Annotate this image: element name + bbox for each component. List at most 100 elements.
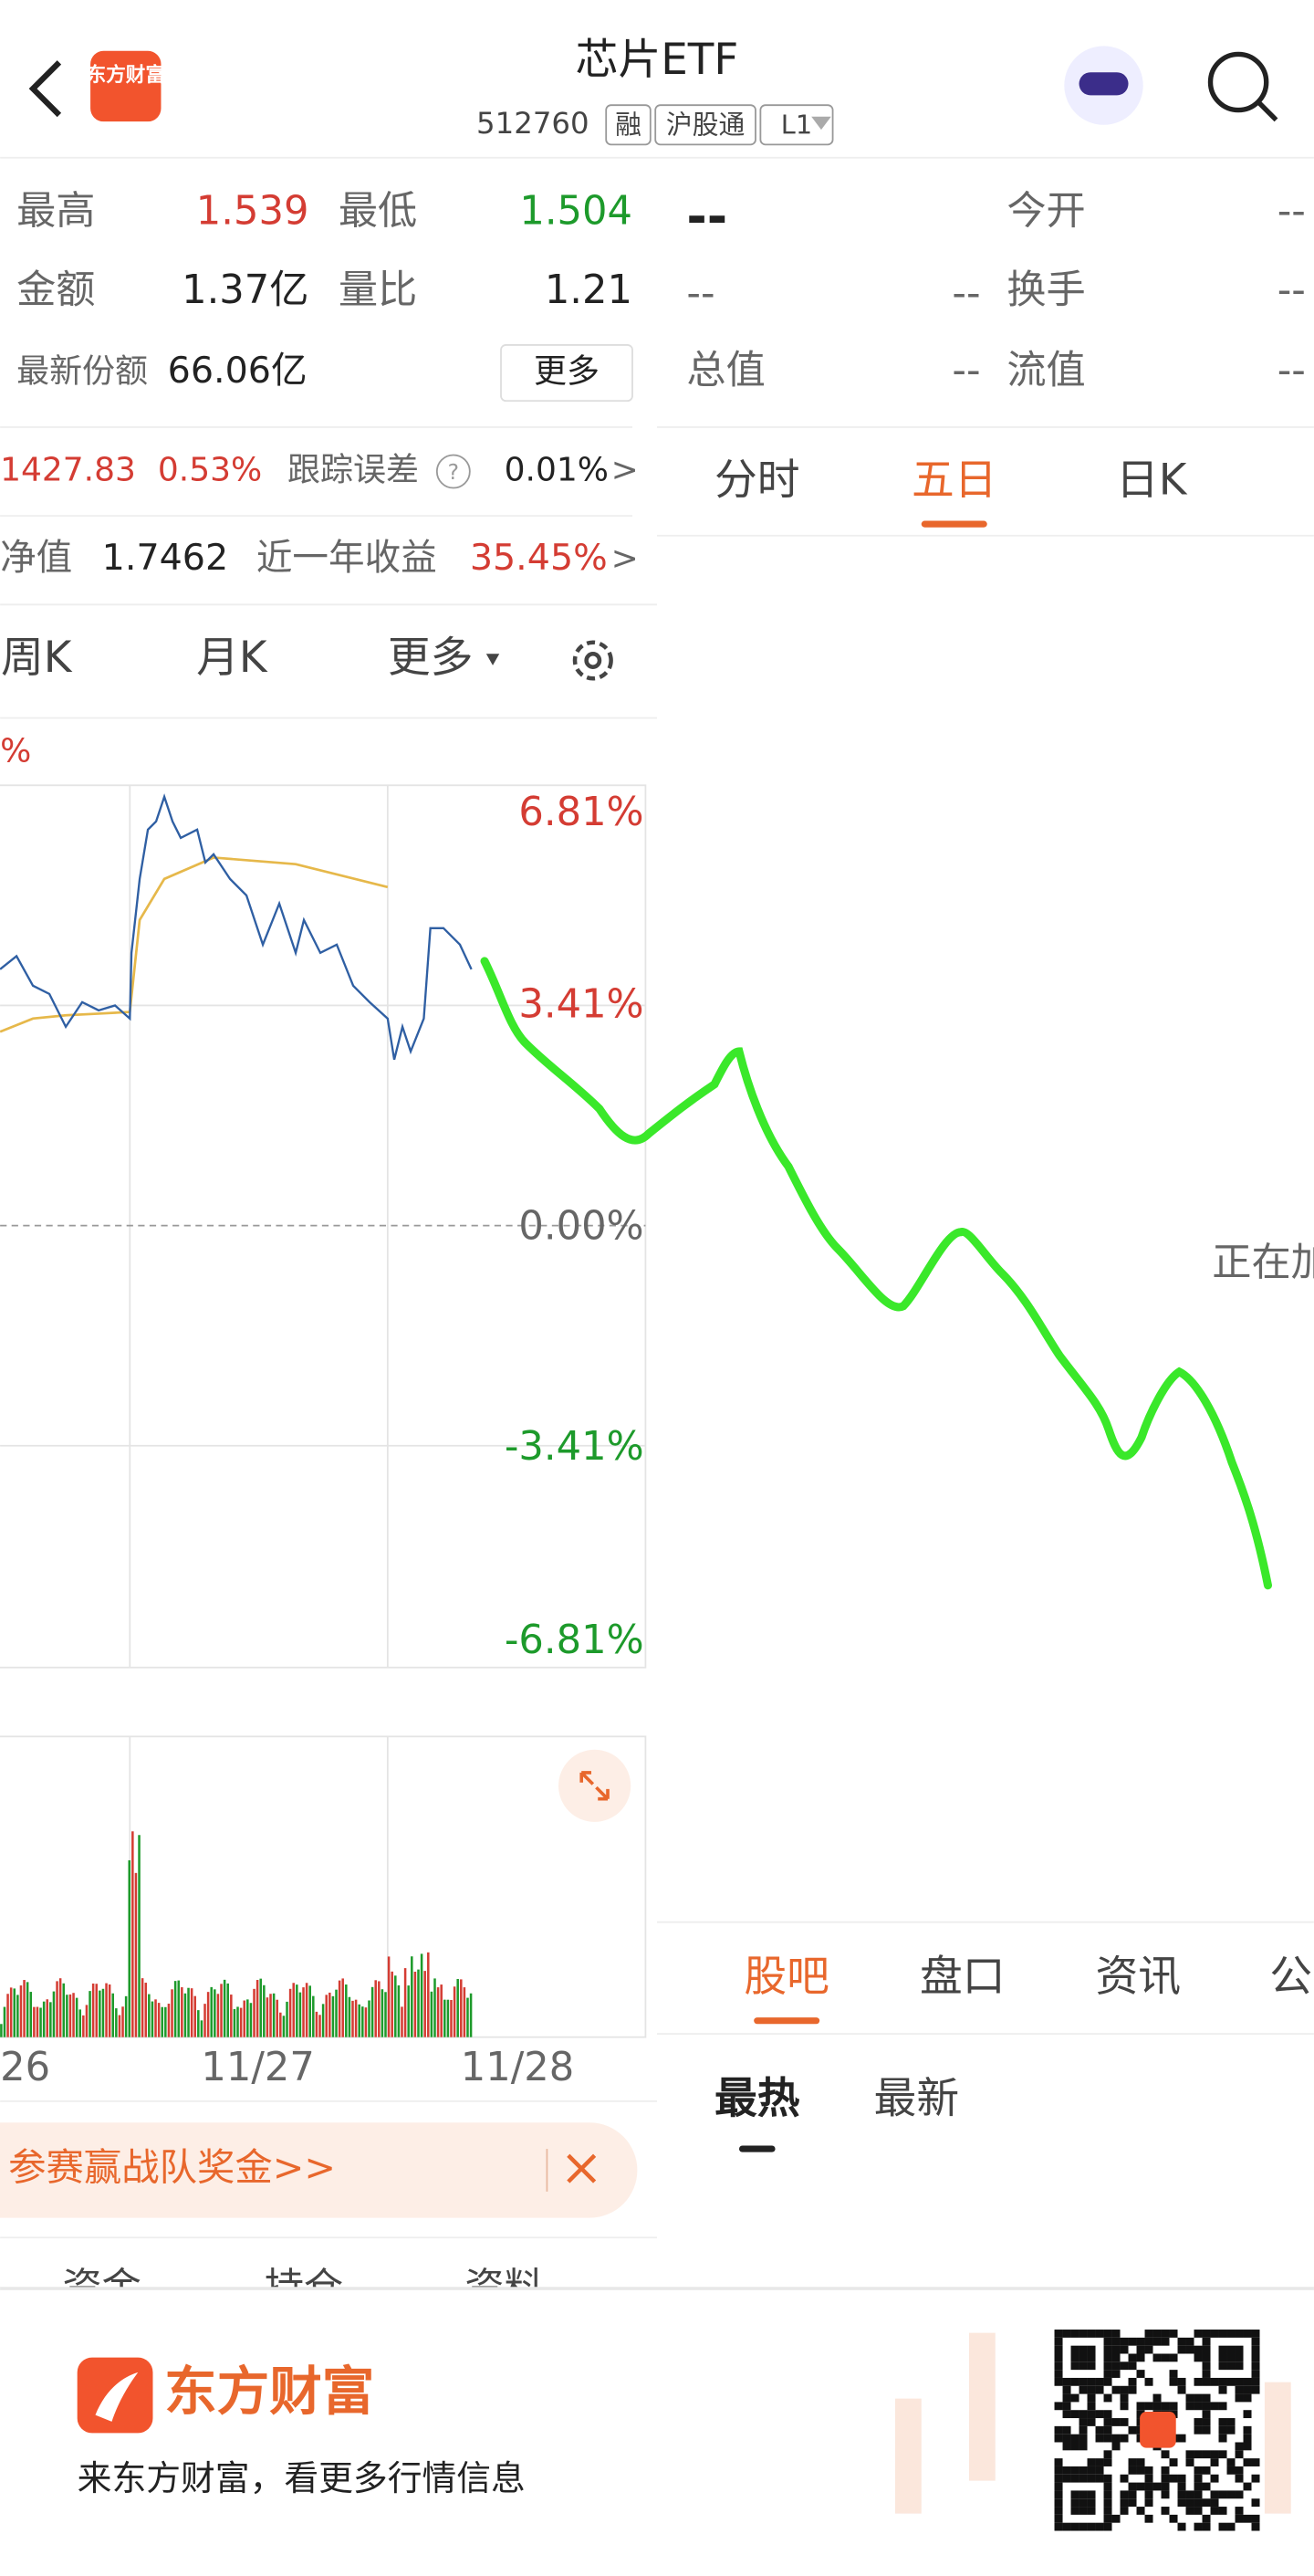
volume-bar <box>368 2000 370 2037</box>
qr-cell <box>1103 2482 1112 2491</box>
volume-bar <box>118 2015 121 2037</box>
qr-cell <box>1095 2385 1104 2394</box>
expand-button[interactable] <box>558 1749 631 1822</box>
volume-bar <box>183 1993 187 2037</box>
volume-bar <box>370 1986 374 2037</box>
volume-bar <box>39 2007 42 2037</box>
volume-bar <box>282 2016 286 2037</box>
settings-icon[interactable] <box>572 640 613 681</box>
qr-cell <box>1062 2474 1071 2483</box>
volume-bar <box>200 2020 203 2037</box>
qr-cell <box>1177 2490 1186 2499</box>
qr-cell <box>1095 2474 1104 2483</box>
volume-bar <box>328 1992 331 2037</box>
qr-cell <box>1194 2522 1203 2531</box>
qr-cell <box>1095 2466 1104 2475</box>
qr-cell <box>1185 2337 1194 2346</box>
volume-bar <box>23 1980 26 2037</box>
qr-cell <box>1103 2353 1112 2362</box>
back-button[interactable] <box>28 60 62 118</box>
qr-cell <box>1152 2330 1162 2338</box>
qr-cell <box>1210 2402 1219 2411</box>
volume-bar <box>417 1969 420 2037</box>
forum-tab-active[interactable]: 股吧 <box>744 1953 829 2002</box>
qr-cell <box>1070 2330 1079 2338</box>
qr-cell <box>1079 2377 1088 2386</box>
qr-cell <box>1194 2377 1203 2386</box>
qr-cell <box>1218 2385 1227 2394</box>
qr-cell <box>1161 2482 1170 2491</box>
qr-cell <box>1136 2482 1145 2491</box>
forum-tab[interactable]: 盘口 <box>920 1953 1006 2002</box>
qr-cell <box>1128 2377 1137 2386</box>
help-icon[interactable] <box>435 454 471 489</box>
qr-cell <box>1111 2361 1121 2371</box>
volume-bar <box>276 1999 278 2037</box>
qr-cell <box>1194 2330 1203 2338</box>
qr-cell <box>1095 2434 1104 2443</box>
qr-cell <box>1210 2507 1219 2515</box>
qr-cell <box>1177 2345 1186 2354</box>
volume-bar <box>181 1987 183 2037</box>
forum-tab[interactable]: 公告 <box>1269 1953 1314 2002</box>
volume-bar <box>469 1993 473 2037</box>
qr-cell <box>1136 2345 1145 2354</box>
volume-bar <box>358 2004 360 2037</box>
volume-bar <box>167 2004 171 2037</box>
tab[interactable]: 日K <box>1116 456 1188 506</box>
stat-label: 最高 <box>16 188 95 234</box>
arrow[interactable]: > <box>611 540 639 578</box>
volume-bar <box>239 2007 243 2037</box>
kline-tab[interactable]: 月K <box>196 634 268 683</box>
kline-tab[interactable]: 更多 <box>388 634 474 683</box>
qr-cell <box>1054 2458 1063 2466</box>
tag-box <box>654 104 756 146</box>
qr-cell <box>1079 2466 1088 2475</box>
qr-cell <box>1218 2361 1227 2371</box>
more-button[interactable] <box>500 344 633 403</box>
qr-cell <box>1128 2458 1137 2466</box>
qr-cell <box>1136 2353 1145 2362</box>
volume-bars <box>0 1831 473 2037</box>
volume-bar <box>75 1997 78 2037</box>
volume-bar <box>220 1984 223 2037</box>
sort-tab[interactable]: 最新 <box>874 2074 960 2123</box>
qr-cell <box>1251 2345 1260 2354</box>
return-value: 35.45% <box>470 537 608 579</box>
volume-bar <box>387 1956 391 2037</box>
qr-cell <box>1194 2393 1203 2403</box>
qr-cell <box>1054 2370 1063 2378</box>
tab[interactable]: 分时 <box>714 456 800 506</box>
qr-cell <box>1054 2330 1063 2338</box>
qr-cell <box>1054 2474 1063 2483</box>
qr-cell <box>1202 2425 1211 2435</box>
y-label: 0.00% <box>518 1204 643 1250</box>
qr-cell <box>1243 2393 1252 2403</box>
qr-cell <box>1070 2507 1079 2515</box>
search-icon[interactable] <box>1207 51 1269 113</box>
forum-tab[interactable]: 资讯 <box>1096 1953 1182 2002</box>
banner[interactable] <box>0 2122 638 2218</box>
arrow[interactable]: > <box>611 452 639 489</box>
volume-bar <box>341 1978 344 2037</box>
qr-cell <box>1054 2345 1063 2354</box>
qr-cell <box>1235 2450 1244 2459</box>
dropdown[interactable] <box>811 116 831 131</box>
y-label: -3.41% <box>505 1424 644 1470</box>
qr-cell <box>1226 2330 1236 2338</box>
tab-active[interactable]: 五日 <box>912 456 997 506</box>
close-button[interactable] <box>567 2153 597 2183</box>
qr-cell <box>1120 2345 1129 2354</box>
volume-bar <box>286 2001 288 2037</box>
volume-bar <box>351 2000 354 2037</box>
qr-cell <box>1218 2507 1227 2515</box>
kline-tab[interactable]: 周K <box>1 634 73 683</box>
tags: 融沪股通 L1 <box>605 104 834 146</box>
qr-cell <box>1226 2361 1236 2371</box>
qr-cell <box>1070 2490 1079 2499</box>
price: -- <box>686 188 727 246</box>
sort-tab-active[interactable]: 最热 <box>714 2074 800 2123</box>
volume-bar <box>298 1992 302 2037</box>
